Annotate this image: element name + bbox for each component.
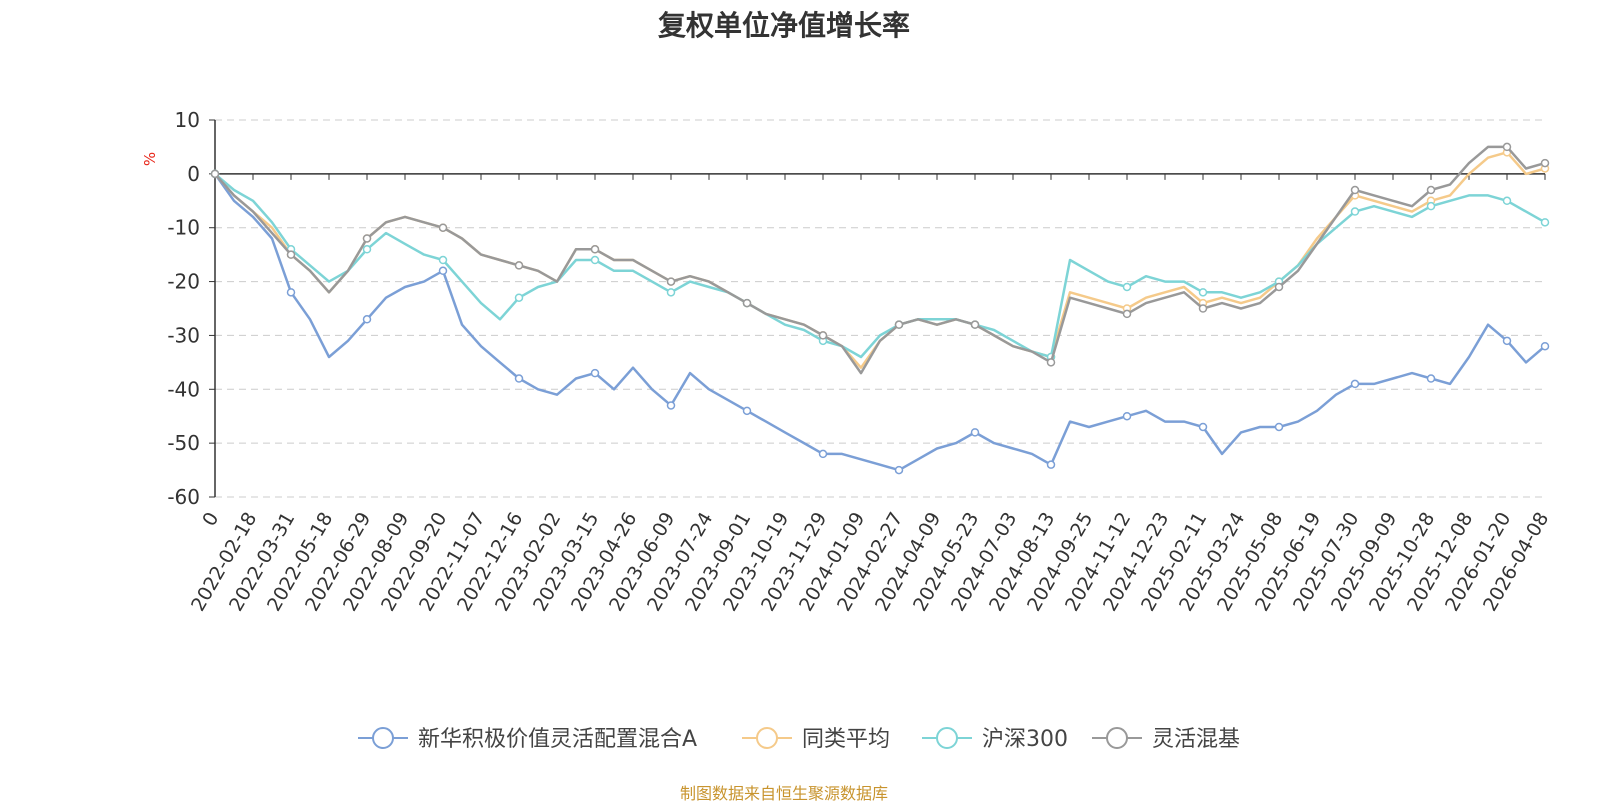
data-point: [1122, 411, 1132, 421]
series-line: [214, 172, 1546, 359]
chart-title: 复权单位净值增长率: [657, 9, 910, 42]
y-tick-label: -20: [167, 270, 200, 294]
data-point: [1426, 201, 1436, 211]
data-point: [1426, 374, 1436, 383]
data-point: [1540, 218, 1550, 227]
y-tick-label: -10: [167, 216, 200, 240]
data-point: [286, 288, 296, 297]
data-point: [666, 288, 676, 297]
y-tick-label: -50: [167, 431, 200, 455]
axes: [209, 119, 1546, 498]
data-point: [970, 428, 980, 437]
data-point: [438, 255, 448, 265]
y-tick-label: -60: [167, 485, 200, 509]
data-point: [742, 406, 752, 416]
data-point: [362, 245, 372, 254]
data-point: [1502, 142, 1512, 152]
data-point: [514, 293, 524, 302]
data-point: [818, 449, 828, 459]
data-point: [210, 169, 220, 179]
data-point: [742, 298, 752, 308]
data-point: [1350, 207, 1360, 216]
data-point: [1350, 185, 1360, 195]
data-point: [1502, 196, 1512, 206]
data-point: [970, 320, 980, 329]
data-point: [894, 465, 904, 475]
y-axis-tick-labels: 10 0 -10 -20 -30 -40 -50 -60: [167, 108, 200, 509]
data-point: [362, 315, 372, 324]
data-point: [286, 250, 296, 259]
y-tick-label: 10: [175, 108, 200, 132]
data-point: [1540, 158, 1550, 168]
data-source-note: 制图数据来自恒生聚源数据库: [679, 784, 888, 803]
data-point: [1122, 282, 1132, 292]
x-tick-label: 0: [198, 509, 223, 530]
legend-marker: [936, 727, 958, 749]
legend: 新华积极价值灵活配置混合A 同类平均 沪深300 灵活混基: [358, 727, 1240, 752]
data-point: [514, 261, 524, 270]
data-point: [1540, 341, 1550, 351]
legend-marker: [1106, 727, 1128, 749]
y-tick-label: 0: [187, 162, 200, 186]
series-line: [214, 145, 1546, 375]
x-axis-tick-labels: 02022-02-182022-03-312022-05-182022-06-2…: [187, 509, 1553, 616]
y-tick-label: -30: [167, 323, 200, 347]
data-point: [818, 331, 828, 340]
data-point: [438, 223, 448, 232]
grid-lines: [215, 119, 1545, 498]
series-lines: [210, 142, 1550, 475]
legend-label: 沪深300: [982, 727, 1068, 752]
data-point: [1198, 422, 1208, 432]
data-point: [1046, 460, 1056, 469]
data-point: [1274, 422, 1284, 432]
data-point: [1502, 336, 1512, 346]
data-point: [666, 401, 676, 410]
data-point: [590, 368, 600, 378]
data-point: [590, 245, 600, 254]
legend-label: 灵活混基: [1152, 727, 1240, 752]
data-point: [362, 234, 372, 243]
y-tick-label: -40: [167, 377, 200, 401]
data-point: [590, 255, 600, 265]
data-point: [1198, 304, 1208, 313]
legend-marker: [756, 727, 778, 749]
data-point: [1122, 309, 1132, 319]
data-point: [1198, 288, 1208, 297]
data-point: [666, 277, 676, 286]
data-point: [514, 374, 524, 383]
legend-marker: [372, 727, 394, 749]
data-point: [894, 320, 904, 329]
data-point: [438, 266, 448, 276]
data-point: [1046, 358, 1056, 367]
data-point: [1426, 185, 1436, 195]
legend-label: 同类平均: [802, 727, 890, 752]
legend-label: 新华积极价值灵活配置混合A: [418, 727, 697, 752]
series-line: [213, 173, 1546, 472]
data-point: [1350, 379, 1360, 389]
data-point: [1274, 282, 1284, 292]
